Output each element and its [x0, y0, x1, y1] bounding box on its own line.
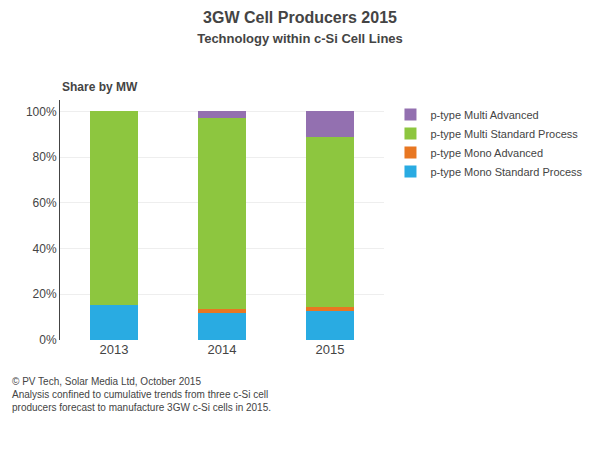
svg-text:Share by MW: Share by MW [62, 80, 138, 94]
svg-text:20%: 20% [33, 287, 57, 301]
svg-text:© PV Tech, Solar Media Ltd, Oc: © PV Tech, Solar Media Ltd, October 2015… [12, 376, 271, 413]
svg-text:p-type Multi Standard Process: p-type Multi Standard Process [430, 128, 578, 140]
svg-text:40%: 40% [33, 242, 57, 256]
svg-text:2013: 2013 [100, 342, 129, 357]
svg-text:p-type Mono Advanced: p-type Mono Advanced [430, 147, 543, 159]
svg-text:60%: 60% [33, 196, 57, 210]
svg-text:100%: 100% [26, 105, 57, 119]
svg-text:80%: 80% [33, 150, 57, 164]
svg-text:2015: 2015 [316, 342, 345, 357]
svg-text:p-type Mono Standard Process: p-type Mono Standard Process [430, 166, 582, 178]
svg-text:0%: 0% [39, 333, 57, 347]
svg-text:3GW Cell Producers 2015Technol: 3GW Cell Producers 2015Technology within… [197, 9, 403, 47]
svg-text:2014: 2014 [208, 342, 237, 357]
svg-text:p-type Multi Advanced: p-type Multi Advanced [430, 109, 538, 121]
